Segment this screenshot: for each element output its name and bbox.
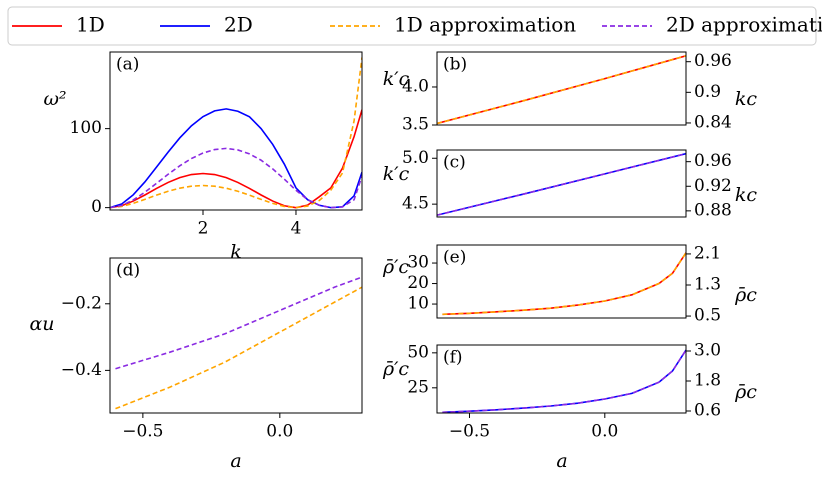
x-tick-label: 0.0 (591, 422, 618, 442)
y-axis-label: αu (29, 313, 54, 335)
y2-tick-label: 0.96 (694, 51, 732, 71)
y-tick-label: 100 (70, 118, 102, 138)
panel-label: (d) (116, 261, 140, 281)
y2-axis-label: ρ̄c (734, 284, 757, 306)
y-axis-label: ω² (43, 88, 66, 110)
series-line (110, 57, 362, 209)
y-tick-label: 4.0 (402, 76, 429, 96)
series-line (442, 349, 686, 413)
series-line (442, 349, 686, 413)
x-tick-label: 4 (291, 219, 302, 239)
axes-frame (109, 257, 363, 414)
y2-tick-label: 0.92 (694, 176, 732, 196)
series-line (110, 147, 362, 209)
y-tick-label: 3.5 (402, 115, 429, 135)
y-tick-label: 25 (407, 377, 429, 397)
series-line (437, 55, 686, 125)
y-tick-label: 20 (407, 273, 429, 293)
y-axis-label: k′c (383, 68, 410, 90)
y2-tick-label: 0.88 (694, 200, 732, 220)
axes-frame (109, 51, 363, 211)
y2-tick-label: 0.9 (694, 82, 721, 102)
y2-axis-label: ρ̄c (734, 381, 757, 403)
y-tick-label: −0.4 (61, 360, 102, 380)
axes-frame (436, 244, 687, 319)
series-line (110, 109, 362, 209)
x-axis-label: k (230, 241, 242, 263)
series-line (437, 152, 686, 216)
y2-tick-label: 0.96 (694, 151, 732, 171)
x-axis-label: a (230, 450, 241, 472)
y-axis-label: ρ̄′c (382, 256, 409, 278)
y-tick-label: 5.0 (402, 148, 429, 168)
y2-tick-label: 0.5 (694, 306, 721, 326)
y2-tick-label: 3.0 (694, 341, 721, 361)
x-tick-label: −0.5 (449, 422, 490, 442)
x-tick-label: −0.5 (122, 422, 163, 442)
y2-tick-label: 0.84 (694, 112, 732, 132)
x-axis-label: a (556, 450, 567, 472)
legend-label: 1D approximation (394, 13, 576, 37)
legend-box (7, 6, 817, 46)
y2-tick-label: 1.8 (694, 371, 721, 391)
y2-axis-label: kc (735, 184, 758, 206)
y-tick-label: 10 (407, 294, 429, 314)
y2-tick-label: 2.1 (694, 243, 721, 263)
series-line (442, 252, 686, 316)
y-tick-label: 50 (407, 342, 429, 362)
series-line (110, 108, 362, 209)
x-tick-label: 0.0 (266, 422, 293, 442)
y2-tick-label: 0.6 (694, 401, 721, 421)
panel-label: (b) (443, 55, 467, 75)
y-tick-label: −0.2 (61, 293, 102, 313)
y-tick-label: 4.5 (402, 194, 429, 214)
y2-axis-label: kc (735, 88, 758, 110)
panel-label: (c) (443, 153, 466, 173)
y-axis-label: ρ̄′c (382, 358, 409, 380)
series-line (442, 252, 686, 316)
y-tick-label: 0 (91, 197, 102, 217)
y2-tick-label: 1.3 (694, 274, 721, 294)
y-axis-label: k′c (383, 163, 410, 185)
legend-label: 2D (224, 13, 253, 37)
axes-frame (436, 344, 687, 414)
axes-frame (436, 149, 687, 218)
panel-label: (e) (443, 248, 466, 268)
y-tick-label: 30 (407, 253, 429, 273)
axes-frame (436, 51, 687, 126)
panel-label: (a) (116, 55, 139, 75)
x-tick-label: 2 (198, 219, 209, 239)
panel-label: (f) (443, 348, 463, 368)
series-line (115, 286, 362, 410)
series-line (115, 276, 362, 370)
legend-label: 1D (76, 13, 105, 37)
legend-label: 2D approximation (666, 13, 822, 37)
